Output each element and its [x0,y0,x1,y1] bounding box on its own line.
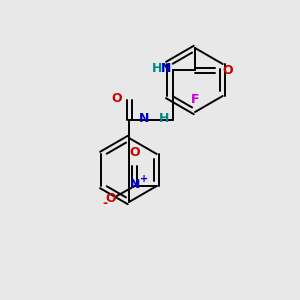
Text: N: N [139,112,149,125]
Text: O: O [105,193,116,206]
Text: N: N [130,178,140,191]
Text: H: H [152,62,162,76]
Text: H: H [159,112,169,125]
Text: F: F [191,93,199,106]
Text: O: O [222,64,232,76]
Text: -: - [102,197,107,211]
Text: +: + [140,174,148,184]
Text: N: N [160,62,171,76]
Text: O: O [111,92,122,104]
Text: O: O [129,146,140,159]
